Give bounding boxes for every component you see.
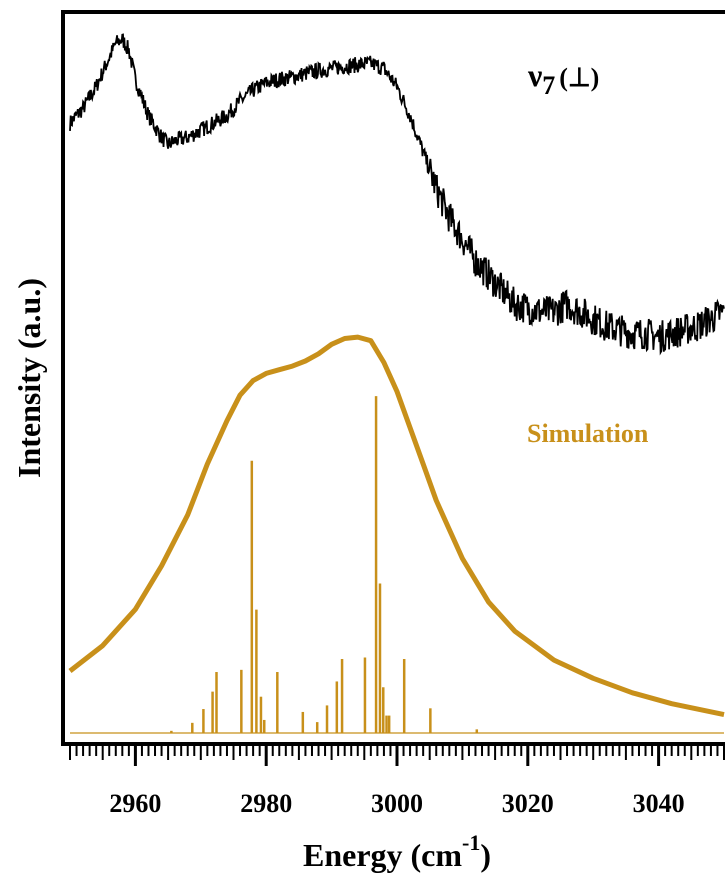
band-symbol: ν	[527, 57, 542, 93]
band-label: ν7 (⊥)	[527, 57, 599, 100]
x-axis-tick-labels: 2960 2980 3000 3020 3040	[109, 789, 684, 818]
series-layer	[68, 33, 725, 734]
simulation-envelope-line	[68, 334, 725, 718]
band-polarization: (⊥)	[559, 63, 599, 92]
experimental-spectrum-line	[69, 33, 725, 356]
x-axis-label-sup: -1	[462, 830, 480, 855]
x-tick-label: 3040	[633, 789, 685, 818]
x-axis-ticks	[69, 746, 725, 766]
y-axis-label: Intensity (a.u.)	[11, 278, 47, 478]
x-axis-label: Energy (cm-1)	[303, 830, 491, 873]
x-axis-label-main: Energy (cm	[303, 837, 462, 873]
x-tick-label: 3000	[371, 789, 423, 818]
x-tick-label: 3020	[502, 789, 554, 818]
x-axis-label-close: )	[480, 837, 491, 873]
simulation-label: Simulation	[527, 419, 649, 448]
x-tick-label: 2960	[109, 789, 161, 818]
x-tick-label: 2980	[240, 789, 292, 818]
band-index: 7	[542, 71, 555, 100]
plot-frame	[61, 10, 725, 746]
